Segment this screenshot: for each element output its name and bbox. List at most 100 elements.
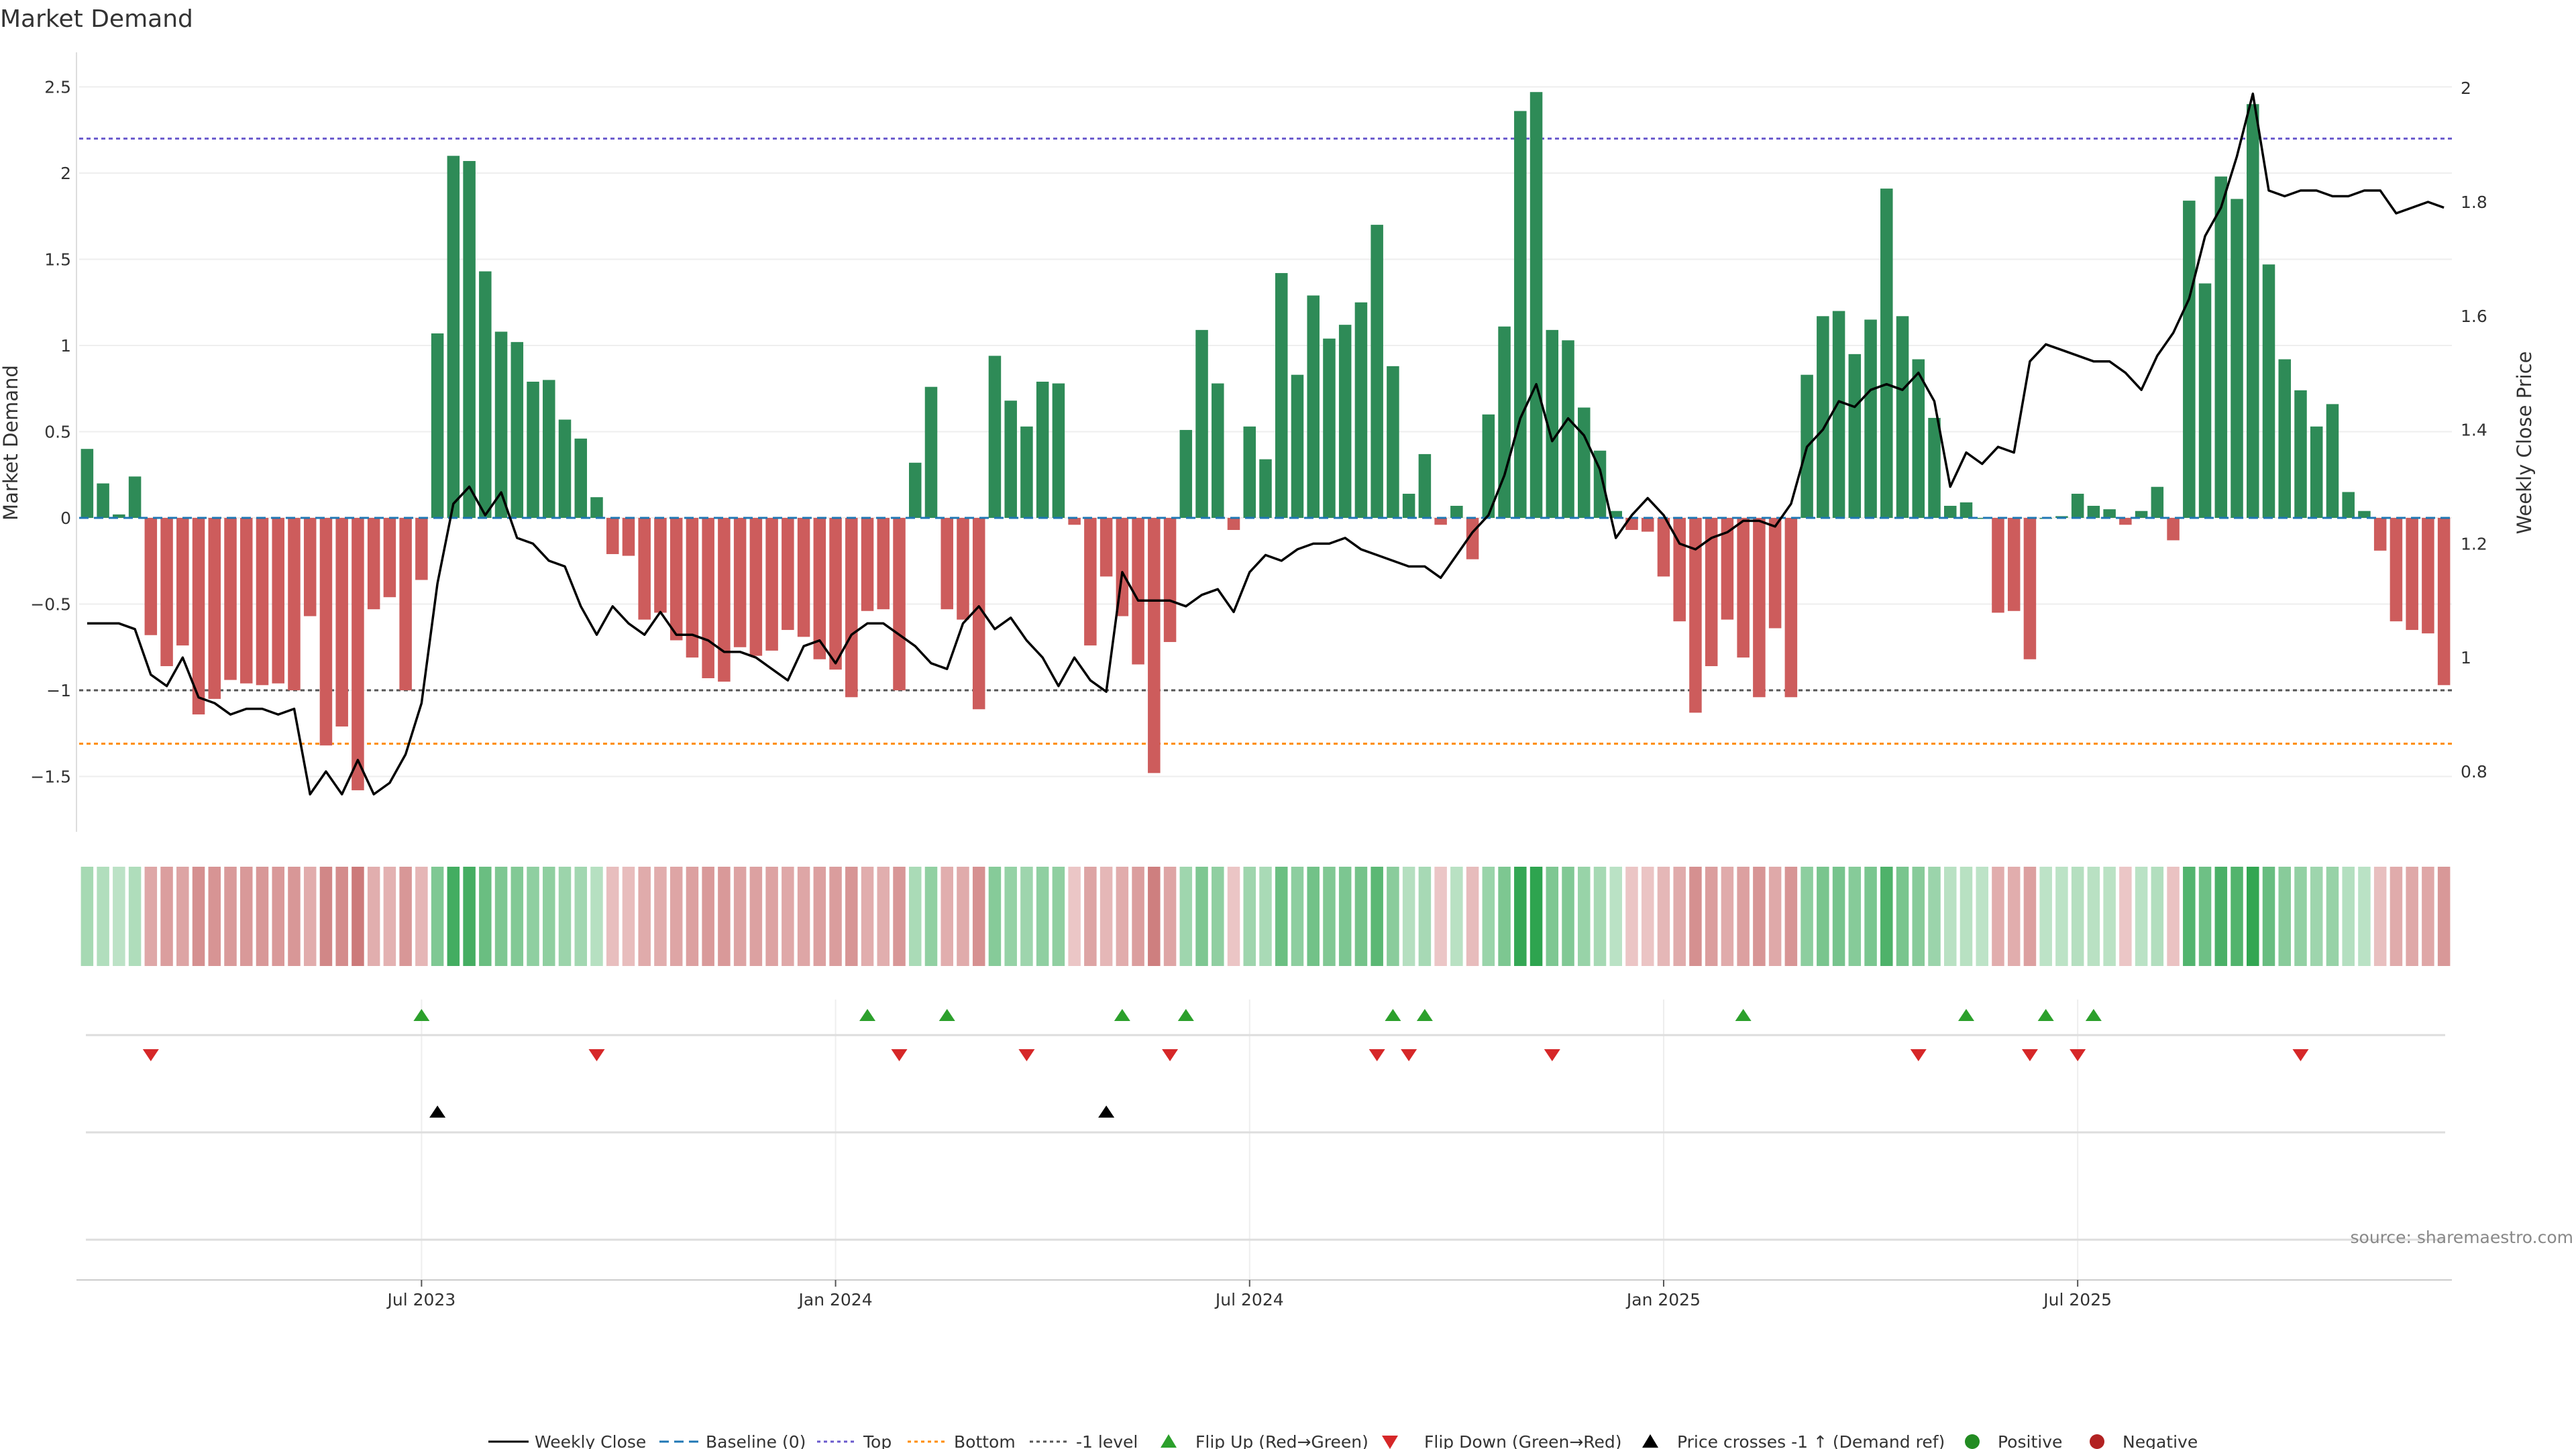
- demand-bar-positive: [1880, 189, 1893, 518]
- demand-bar-positive: [511, 341, 524, 518]
- demand-bar-negative: [654, 518, 667, 613]
- demand-bar-positive: [558, 419, 572, 518]
- demand-bar-negative: [176, 518, 189, 646]
- flip-down-markers: [142, 1049, 2309, 1061]
- y2-tick-label: 2: [2461, 78, 2471, 98]
- demand-bar-negative: [2023, 518, 2037, 659]
- flip-up-marker: [938, 1009, 955, 1021]
- demand-bar-positive: [1912, 359, 1925, 518]
- heat-cell: [2087, 867, 2100, 966]
- demand-bar-positive: [479, 271, 492, 518]
- demand-bar-positive: [2183, 201, 2196, 518]
- heat-cell: [1338, 867, 1352, 966]
- demand-bar-positive: [924, 386, 938, 518]
- flip-down-marker: [2021, 1049, 2038, 1061]
- demand-bar-positive: [1832, 311, 1845, 518]
- y2-tick-label: 1.8: [2461, 193, 2487, 212]
- heat-cell: [1068, 867, 1081, 966]
- heat-cell: [2214, 867, 2228, 966]
- heat-cell: [415, 867, 428, 966]
- legend-baseline-label: Baseline (0): [706, 1432, 806, 1449]
- demand-bar-positive: [1387, 366, 1399, 518]
- legend-top-label: Top: [863, 1432, 892, 1449]
- heat-cell: [1132, 867, 1144, 966]
- heat-cell: [2103, 867, 2116, 966]
- flip-up-marker: [1735, 1009, 1752, 1021]
- y-tick-label: 1: [60, 336, 71, 356]
- heat-cell: [1641, 867, 1654, 966]
- flip-down-marker: [1162, 1049, 1179, 1061]
- demand-bar-positive: [909, 462, 922, 518]
- x-tick-label: Jan 2025: [1625, 1290, 1701, 1309]
- heat-cell: [893, 867, 906, 966]
- demand-bar-positive: [527, 381, 539, 518]
- demand-bar-negative: [208, 518, 221, 699]
- legend-flip-down-swatch: [1382, 1436, 1398, 1449]
- heat-cell: [1832, 867, 1845, 966]
- flip-down-marker: [891, 1049, 908, 1061]
- heat-cell: [669, 867, 683, 966]
- demand-bar-positive: [1354, 302, 1368, 518]
- legend-flip-up-label: Flip Up (Red→Green): [1195, 1432, 1368, 1449]
- heat-cell: [1657, 867, 1670, 966]
- demand-bar-positive: [1928, 417, 1941, 518]
- legend-flip-down-label: Flip Down (Green→Red): [1424, 1432, 1622, 1449]
- heat-cell: [1625, 867, 1638, 966]
- demand-bar-negative: [192, 518, 205, 714]
- heat-cell: [957, 867, 969, 966]
- heat-cell: [176, 867, 189, 966]
- heat-cell: [749, 867, 763, 966]
- heat-cell: [2422, 867, 2434, 966]
- demand-bar-negative: [1737, 518, 1750, 658]
- demand-bar-positive: [447, 156, 460, 519]
- y-tick-label: 2: [60, 164, 71, 183]
- flip-up-marker: [1177, 1009, 1194, 1021]
- heat-cell: [2437, 867, 2451, 966]
- heat-cell: [1817, 867, 1829, 966]
- demand-bar-positive: [2151, 486, 2164, 518]
- left-axis-label: Market Demand: [0, 365, 22, 521]
- heat-cell: [113, 867, 125, 966]
- demand-bar-negative: [2406, 518, 2418, 631]
- heat-cell: [1928, 867, 1941, 966]
- heat-cell: [1020, 867, 1033, 966]
- chart-title: Market Demand: [0, 5, 193, 33]
- heat-cell: [1004, 867, 1017, 966]
- demand-bar-negative: [1992, 518, 2004, 613]
- demand-bar-positive: [2087, 506, 2100, 518]
- demand-bar-positive: [1896, 316, 1909, 518]
- heat-cell: [239, 867, 253, 966]
- legend-negative-swatch: [2090, 1434, 2104, 1449]
- heat-cell: [1195, 867, 1208, 966]
- heat-cell: [1673, 867, 1686, 966]
- price-cross-marker: [429, 1106, 446, 1118]
- heat-cell: [1418, 867, 1432, 966]
- demand-bar-positive: [2214, 176, 2228, 518]
- heat-cell: [1275, 867, 1288, 966]
- heat-cell: [2278, 867, 2292, 966]
- heat-cell: [1593, 867, 1607, 966]
- heat-cell: [686, 867, 699, 966]
- heat-cell: [1163, 867, 1177, 966]
- heat-cell: [2294, 867, 2307, 966]
- demand-bar-negative: [367, 518, 380, 610]
- legend-minus-one-label: -1 level: [1076, 1432, 1138, 1449]
- heat-cell: [192, 867, 205, 966]
- heat-cell: [845, 867, 858, 966]
- heat-cell: [1705, 867, 1718, 966]
- demand-bar-positive: [2247, 104, 2259, 518]
- heat-cell: [1243, 867, 1256, 966]
- demand-bar-negative: [765, 518, 778, 651]
- heat-cell: [1434, 867, 1447, 966]
- demand-bar-positive: [2231, 199, 2243, 518]
- heat-cell: [1259, 867, 1272, 966]
- heat-cell: [1689, 867, 1702, 966]
- heat-cell: [335, 867, 348, 966]
- demand-bar-positive: [2358, 511, 2371, 518]
- demand-bar-positive: [1291, 374, 1304, 518]
- x-tick-label: Jul 2025: [2042, 1290, 2112, 1309]
- y-tick-label: 1.5: [44, 250, 71, 270]
- y2-tick-label: 1.2: [2461, 534, 2487, 553]
- demand-bar-positive: [2342, 492, 2355, 518]
- flip-down-marker: [588, 1049, 605, 1061]
